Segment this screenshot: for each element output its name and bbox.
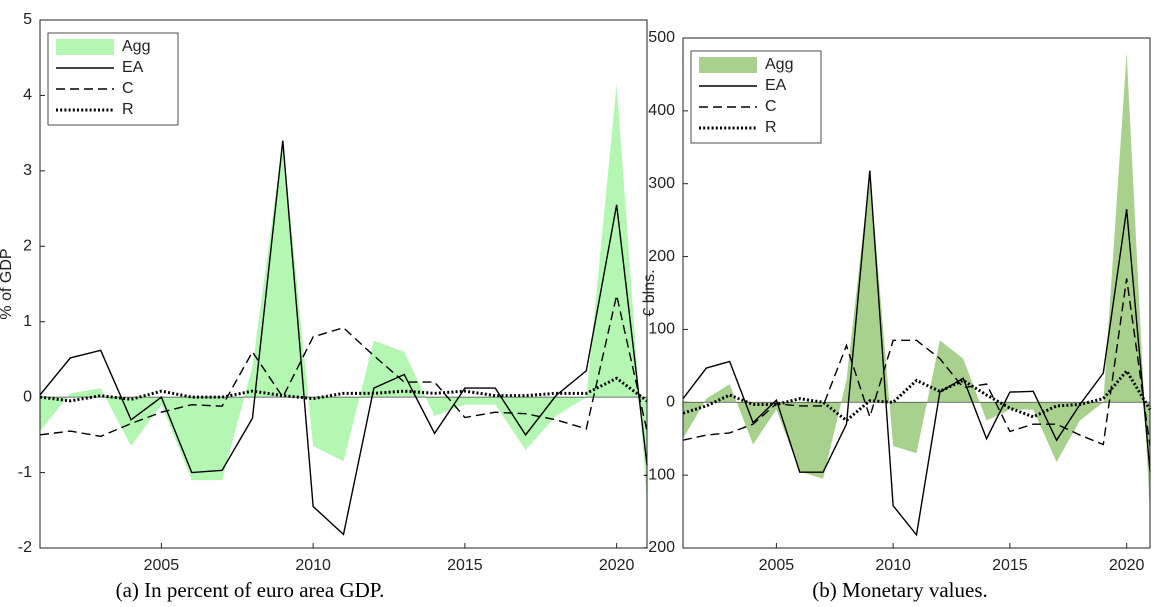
y-tick-label: 500 (648, 29, 675, 46)
y-tick-label: -1 (18, 464, 32, 481)
x-tick-label: 2020 (1109, 557, 1145, 574)
y-tick-label: 100 (648, 321, 675, 338)
chart: -200 -100 0 100 200 300 400 500 2005 2010 2015 2020… (641, 29, 1152, 602)
x-tick-label: 2010 (875, 557, 911, 574)
area (683, 52, 1150, 516)
legend-label: C (122, 80, 134, 97)
y-tick-label: 400 (648, 102, 675, 119)
y-tick-label: 1 (23, 313, 32, 330)
chart: -2 -1 0 1 2 3 4 5 2005 2010 2015 2020 Agg EA CR % of GD… (0, 11, 648, 602)
y-tick-label: 4 (23, 87, 32, 104)
x-tick-label: 2005 (759, 557, 795, 574)
y-tick-label: 3 (23, 162, 32, 179)
y-axis-label: € blns. (641, 269, 658, 316)
legend-label: R (122, 101, 134, 118)
line (39, 295, 648, 438)
y-tick-label: 0 (23, 388, 32, 405)
y-axis-label: % of GDP (0, 248, 15, 319)
y-tick-label: -100 (643, 466, 675, 483)
caption: (a) In percent of euro area GDP. (116, 578, 385, 602)
legend-swatch (699, 57, 757, 73)
legend-label: Agg (122, 38, 150, 55)
y-tick-label: 2 (23, 238, 32, 255)
x-tick-label: 2010 (295, 557, 331, 574)
line (39, 140, 648, 536)
y-tick-label: 5 (23, 11, 32, 28)
legend-label: C (765, 98, 777, 115)
x-tick-label: 2005 (144, 557, 180, 574)
x-tick-label: 2020 (599, 557, 635, 574)
caption: (b) Monetary values. (812, 578, 988, 602)
legend-swatch (56, 39, 114, 55)
legend-label: R (765, 119, 777, 136)
line (682, 368, 1152, 423)
y-tick-label: -200 (643, 539, 675, 556)
line (682, 170, 1151, 537)
area (40, 84, 647, 503)
y-tick-label: 0 (666, 394, 675, 411)
legend-label: EA (122, 59, 144, 76)
x-tick-label: 2015 (447, 557, 483, 574)
x-tick-label: 2015 (992, 557, 1028, 574)
line (39, 376, 648, 403)
axes-frame (39, 19, 648, 549)
y-tick-label: -2 (18, 539, 32, 556)
legend-label: Agg (765, 56, 793, 73)
legend-label: EA (765, 77, 787, 94)
y-tick-label: 300 (648, 175, 675, 192)
y-tick-label: 200 (648, 248, 675, 265)
line (682, 278, 1151, 447)
axes-frame (682, 37, 1151, 549)
